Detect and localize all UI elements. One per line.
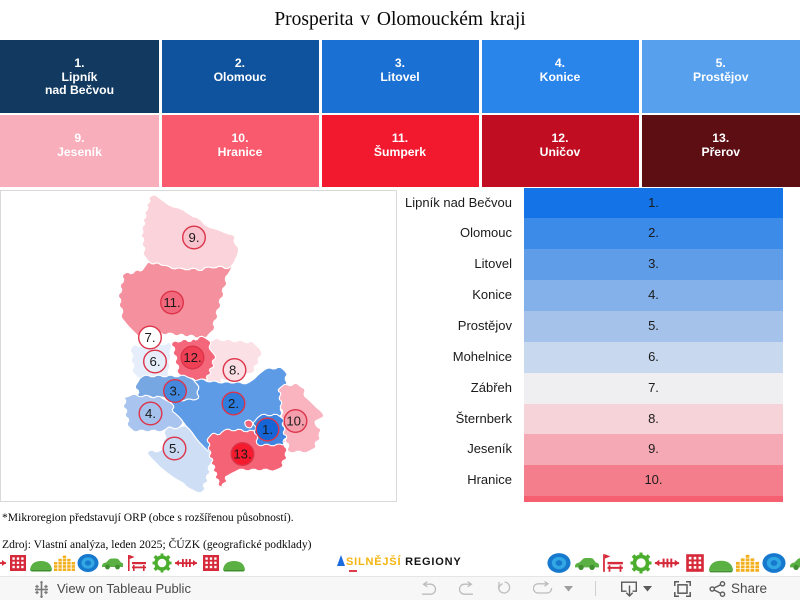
svg-text:2.: 2. (228, 396, 239, 411)
svg-text:12.: 12. (183, 350, 201, 365)
svg-text:1.: 1. (262, 422, 273, 437)
svg-text:8.: 8. (229, 363, 240, 378)
svg-text:10.: 10. (286, 414, 304, 429)
svg-text:13.: 13. (233, 447, 251, 462)
svg-text:4.: 4. (145, 406, 156, 421)
svg-text:3.: 3. (170, 384, 181, 399)
svg-text:11.: 11. (163, 295, 180, 310)
svg-text:6.: 6. (150, 354, 161, 369)
svg-text:9.: 9. (189, 230, 200, 245)
svg-text:7.: 7. (145, 330, 156, 345)
svg-text:5.: 5. (169, 441, 180, 456)
